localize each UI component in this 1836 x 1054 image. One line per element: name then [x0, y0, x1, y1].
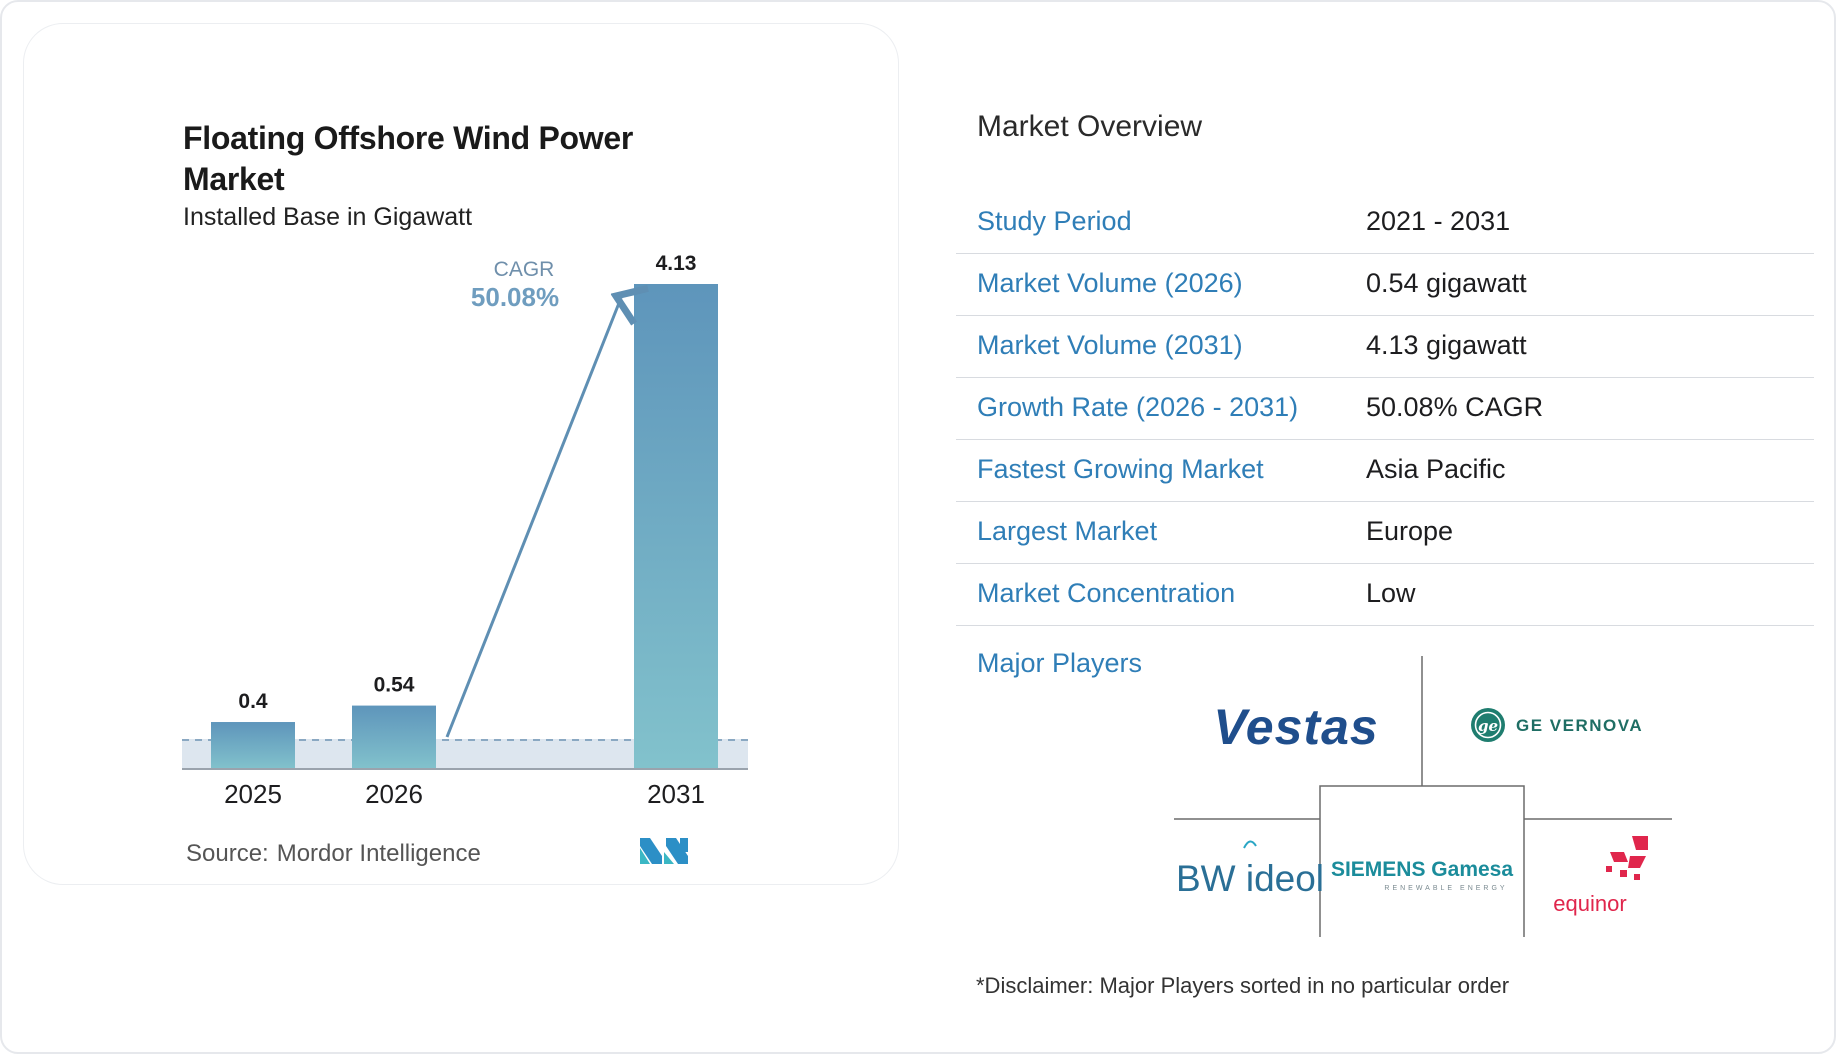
bar-2025	[211, 722, 295, 769]
source-label: Source:	[186, 840, 269, 867]
svg-text:ge: ge	[1478, 717, 1498, 735]
row-value: 4.13 gigawatt	[1366, 330, 1527, 360]
vestas-wordmark: Vestas	[1213, 699, 1378, 755]
row-key: Market Volume (2026)	[977, 268, 1243, 298]
table-row: Market Volume (2031) 4.13 gigawatt	[956, 316, 1814, 378]
row-value: Asia Pacific	[1366, 454, 1506, 484]
bar-value-label: 0.4	[238, 690, 268, 713]
row-value: Low	[1366, 578, 1416, 608]
cagr-value: 50.08%	[471, 282, 559, 312]
mordor-intelligence-logo	[640, 838, 688, 864]
row-value: 0.54 gigawatt	[1366, 268, 1527, 298]
table-row: Largest Market Europe	[956, 502, 1814, 564]
table-row: Study Period 2021 - 2031	[956, 192, 1814, 254]
equinor-wordmark: equinor	[1553, 891, 1626, 916]
equinor-logo: equinor	[1553, 836, 1648, 916]
row-key: Growth Rate (2026 - 2031)	[977, 392, 1299, 422]
row-key: Study Period	[977, 206, 1132, 236]
siemens-gamesa-logo: SIEMENS Gamesa RENEWABLE ENERGY	[1331, 858, 1513, 892]
overview-table: Study Period 2021 - 2031 Market Volume (2…	[956, 192, 1814, 626]
row-value: 50.08% CAGR	[1366, 392, 1544, 422]
bar-2031	[634, 284, 718, 769]
siemens-gamesa-wordmark: SIEMENS Gamesa	[1331, 858, 1513, 881]
siemens-gamesa-tagline: RENEWABLE ENERGY	[1384, 885, 1507, 892]
bar-value-label: 0.54	[374, 674, 415, 697]
row-key: Market Volume (2031)	[977, 330, 1243, 360]
bw-ideol-logo: BW ideol	[1176, 840, 1324, 899]
ge-vernova-wordmark: GE VERNOVA	[1516, 716, 1643, 735]
bar-2026	[352, 705, 436, 769]
bar-chart: 0.4 2025 0.54 2026 4.13 2031 CAGR 50.08%	[182, 252, 752, 809]
chart-subtitle: Installed Base in Gigawatt	[183, 203, 473, 231]
ge-vernova-logo: ge GE VERNOVA	[1471, 708, 1643, 742]
market-overview-title: Market Overview	[977, 110, 1203, 143]
cagr-label: CAGR	[494, 258, 555, 281]
major-players-label: Major Players	[977, 648, 1143, 678]
cagr-arrow	[445, 298, 621, 738]
row-key: Market Concentration	[977, 578, 1236, 608]
table-row: Market Concentration Low	[956, 564, 1814, 626]
chart-title: Floating Offshore Wind Power Market	[183, 120, 633, 197]
x-tick-label: 2026	[365, 779, 423, 809]
row-value: 2021 - 2031	[1366, 206, 1511, 236]
table-row: Fastest Growing Market Asia Pacific	[956, 440, 1814, 502]
row-key: Largest Market	[977, 516, 1158, 546]
row-key: Fastest Growing Market	[977, 454, 1264, 484]
row-value: Europe	[1366, 516, 1454, 546]
disclaimer: *Disclaimer: Major Players sorted in no …	[976, 973, 1510, 998]
vestas-logo: Vestas	[1213, 699, 1378, 755]
table-row: Growth Rate (2026 - 2031) 50.08% CAGR	[956, 378, 1814, 440]
x-tick-label: 2025	[224, 779, 282, 809]
logo-grid	[1174, 656, 1672, 937]
source-note: Source: Mordor Intelligence	[186, 840, 481, 868]
table-row: Market Volume (2026) 0.54 gigawatt	[956, 254, 1814, 316]
source-value: Mordor Intelligence	[276, 840, 481, 867]
bar-value-label: 4.13	[656, 252, 697, 275]
x-tick-label: 2031	[647, 779, 705, 809]
bw-ideol-wordmark: BW ideol	[1176, 858, 1324, 899]
